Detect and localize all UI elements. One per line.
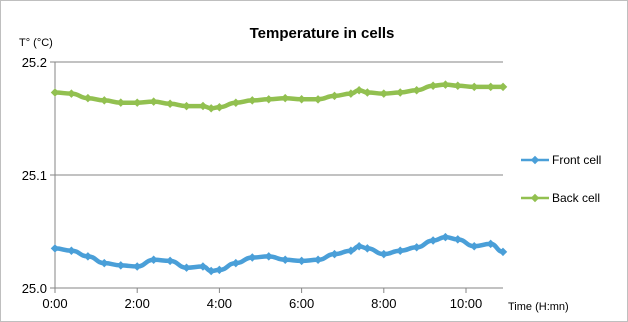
- data-point: [264, 252, 273, 261]
- data-point: [231, 258, 241, 268]
- data-point: [149, 255, 158, 265]
- legend-label: Back cell: [552, 191, 600, 205]
- data-point: [116, 261, 126, 270]
- data-point: [206, 266, 216, 276]
- y-tick-label: 25.0: [22, 281, 47, 296]
- data-point: [453, 81, 463, 90]
- data-point: [395, 246, 405, 255]
- data-point: [363, 244, 372, 253]
- gridlines: [55, 61, 503, 289]
- data-point: [83, 252, 93, 261]
- data-point: [428, 236, 438, 245]
- data-point: [182, 101, 191, 111]
- data-point: [412, 85, 421, 95]
- data-point: [453, 235, 463, 244]
- data-point: [330, 249, 339, 259]
- x-tick-label: 6:00: [289, 296, 314, 311]
- data-point: [297, 256, 306, 266]
- data-point: [280, 255, 290, 264]
- data-point: [486, 82, 495, 92]
- legend: Front cell Back cell: [521, 153, 601, 205]
- data-point: [149, 97, 158, 106]
- x-tick-label: 10:00: [450, 296, 483, 311]
- data-point: [264, 95, 273, 104]
- data-point: [248, 96, 257, 105]
- y-tick-label: 25.2: [22, 55, 47, 70]
- data-point: [67, 89, 76, 98]
- data-point: [132, 98, 142, 107]
- data-point: [100, 96, 109, 105]
- data-point: [182, 263, 191, 272]
- data-point: [469, 241, 479, 251]
- data-point: [215, 102, 224, 112]
- axes: 25.0 25.1 25.2 0:00 2:00 4:00 6:00 8:00 10:00: [22, 55, 503, 311]
- data-point: [297, 95, 306, 104]
- y-axis-label: T° (°C): [19, 37, 53, 49]
- x-tick-label: 4:00: [207, 296, 232, 311]
- legend-label: Front cell: [552, 153, 601, 167]
- data-point: [67, 246, 76, 255]
- data-point: [280, 93, 290, 103]
- data-point: [470, 82, 479, 92]
- x-tick-label: 8:00: [371, 296, 396, 311]
- y-tick-label: 25.1: [22, 168, 47, 183]
- data-point: [248, 253, 257, 262]
- data-point: [354, 241, 364, 251]
- x-tick-label: 0:00: [42, 296, 67, 311]
- data-point: [412, 243, 421, 252]
- data-point: [379, 249, 389, 259]
- data-point: [313, 95, 323, 104]
- legend-marker: [530, 193, 540, 203]
- data-point: [50, 88, 60, 97]
- data-point: [395, 88, 405, 97]
- data-point: [215, 265, 224, 275]
- data-point: [165, 256, 175, 266]
- x-axis-label: Time (H:mn): [508, 301, 569, 313]
- series-lines: [50, 80, 508, 276]
- data-point: [165, 99, 175, 109]
- data-point: [441, 232, 450, 242]
- data-point: [198, 101, 208, 111]
- data-point: [441, 80, 450, 89]
- data-point: [50, 244, 60, 253]
- data-point: [100, 258, 109, 268]
- legend-marker: [530, 155, 540, 165]
- series-front-cell: [50, 232, 508, 276]
- data-point: [346, 246, 356, 255]
- data-point: [83, 93, 93, 103]
- series-back-cell: [50, 80, 508, 113]
- x-tick-label: 2:00: [125, 296, 150, 311]
- data-point: [428, 81, 438, 90]
- data-point: [379, 89, 389, 98]
- data-point: [354, 86, 364, 95]
- data-point: [330, 91, 339, 101]
- data-point: [498, 82, 508, 92]
- data-point: [132, 262, 142, 271]
- data-point: [116, 98, 126, 107]
- data-point: [486, 239, 495, 249]
- data-point: [313, 255, 323, 265]
- data-point: [231, 98, 241, 107]
- chart-title: Temperature in cells: [250, 25, 395, 42]
